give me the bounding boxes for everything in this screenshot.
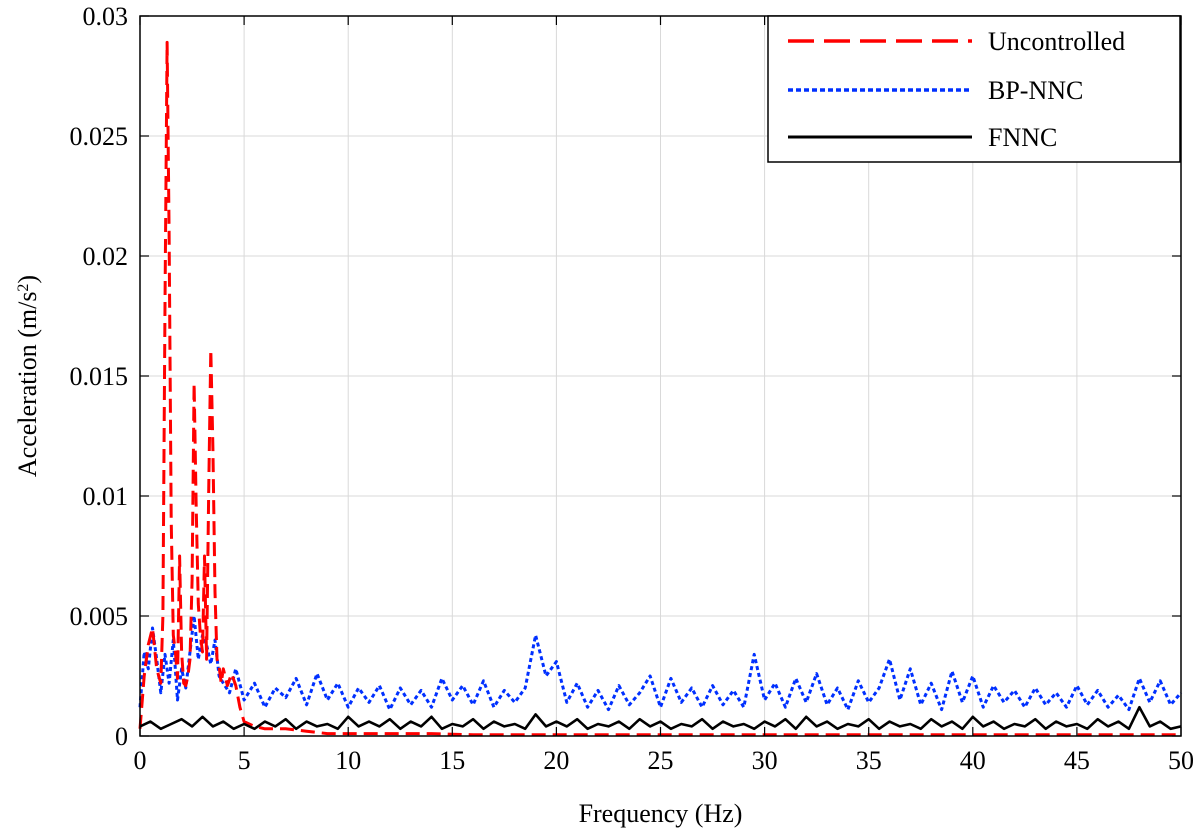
y-tick-label: 0.005 [70, 602, 129, 631]
x-tick-label: 20 [543, 746, 569, 775]
legend-label-fnnc: FNNC [988, 123, 1057, 152]
tick-labels: 0 5 10 15 20 25 30 35 40 45 50 0 0.005 0.01 0.015 0.02 0… [70, 2, 1195, 775]
y-tick-label: 0.015 [70, 362, 129, 391]
x-tick-label: 10 [335, 746, 361, 775]
y-tick-label: 0.025 [70, 122, 129, 151]
legend-label-uncontrolled: Uncontrolled [988, 27, 1125, 56]
x-tick-label: 0 [134, 746, 147, 775]
x-tick-label: 45 [1064, 746, 1090, 775]
series-line-uncontrolled [138, 40, 1181, 737]
x-tick-label: 50 [1168, 746, 1194, 775]
x-tick-label: 5 [238, 746, 251, 775]
legend: Uncontrolled BP-NNC FNNC [767, 15, 1181, 163]
x-tick-label: 25 [648, 746, 674, 775]
x-tick-label: 35 [856, 746, 882, 775]
series-layer [138, 40, 1183, 737]
y-axis-label-tail: ) [13, 275, 42, 284]
y-axis-label-main: Acceleration (m/s [13, 292, 42, 478]
x-axis-label: Frequency (Hz) [579, 799, 743, 828]
series-line-fnnc [139, 705, 1182, 731]
x-tick-label: 15 [439, 746, 465, 775]
x-tick-label: 40 [960, 746, 986, 775]
x-tick-label: 30 [752, 746, 778, 775]
y-tick-label: 0.01 [83, 482, 129, 511]
y-tick-label: 0 [115, 722, 128, 751]
y-axis-label-superscript: 2 [15, 284, 32, 292]
y-tick-label: 0.02 [83, 242, 129, 271]
legend-label-bp-nnc: BP-NNC [988, 76, 1083, 105]
y-tick-label: 0.03 [83, 2, 129, 31]
y-axis-label: Acceleration (m/s2) [13, 275, 42, 477]
